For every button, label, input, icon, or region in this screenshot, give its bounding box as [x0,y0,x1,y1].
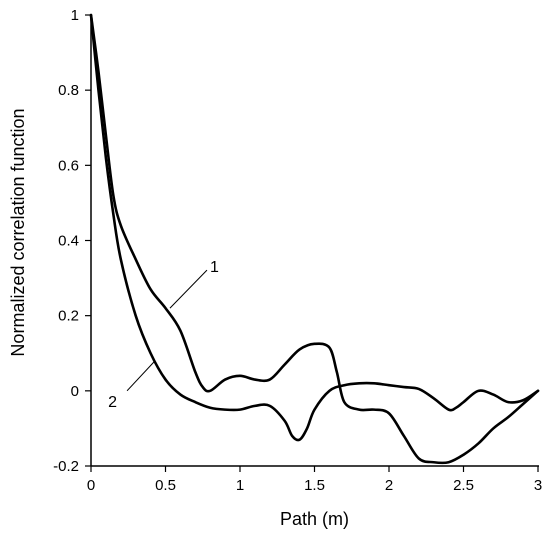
y-tick-label: 0.8 [58,82,79,99]
annotation-leader-2 [126,360,156,392]
series-layer [89,13,540,465]
x-tick-label: 0 [87,477,95,494]
y-axis-title: Normalized correlation function [8,108,28,356]
y-tick-label: 1 [71,7,79,24]
x-tick-label: 2 [385,477,393,494]
y-tick-label: 0.2 [58,308,79,325]
x-tick-label: 1.5 [304,477,325,494]
x-axis-title: Path (m) [280,509,349,529]
y-tick-label: 0.4 [58,233,79,250]
x-tick-label: 2.5 [453,477,474,494]
series-line-2 [89,13,540,442]
y-tick-label: 0.6 [58,157,79,174]
annotation-leader-1 [169,269,208,309]
x-tick-label: 1 [236,477,244,494]
series-line-1 [89,13,540,465]
annotation-label-2: 2 [108,394,117,411]
annotation-layer: 12 [108,259,219,411]
annotation-label-1: 1 [210,259,219,276]
y-tick-label: -0.2 [53,458,79,475]
y-tick-label: 0 [71,383,79,400]
x-tick-label: 0.5 [155,477,176,494]
x-tick-label: 3 [534,477,542,494]
axes: 0 0.5 1 1.5 2 2.5 3 -0.2 0 0.2 0.4 0.6 0.8 1 [53,7,542,494]
